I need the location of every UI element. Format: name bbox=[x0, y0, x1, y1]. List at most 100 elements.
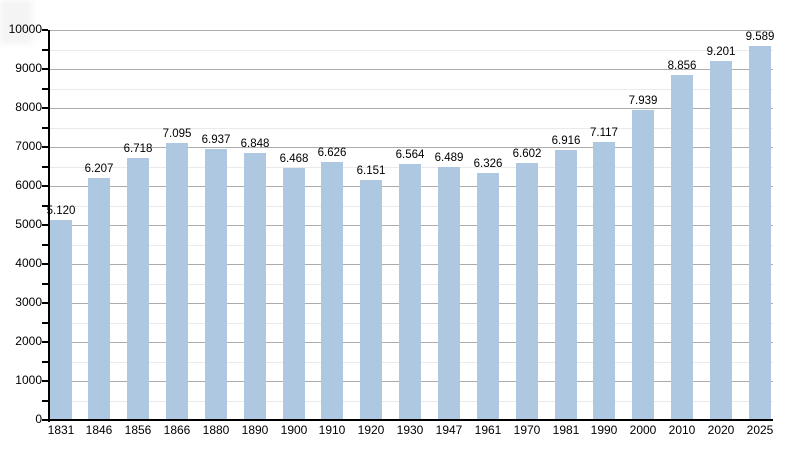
x-tick-label: 1961 bbox=[474, 423, 502, 437]
bar-value-label: 6.848 bbox=[240, 138, 270, 150]
y-tick-label: 10000 bbox=[8, 22, 42, 36]
x-tick-label: 1856 bbox=[124, 423, 152, 437]
bar bbox=[321, 162, 343, 420]
bar-value-label: 6.151 bbox=[356, 165, 386, 177]
bar bbox=[127, 158, 149, 420]
corner-artifact bbox=[0, 0, 32, 44]
y-axis-tick bbox=[42, 224, 48, 226]
bar-value-label: 7.939 bbox=[628, 95, 658, 107]
x-tick-label: 2010 bbox=[668, 423, 696, 437]
bar-value-label: 6.207 bbox=[84, 163, 114, 175]
major-gridline bbox=[48, 69, 773, 70]
y-axis-tick bbox=[42, 88, 48, 90]
x-tick-label: 1947 bbox=[435, 423, 463, 437]
y-axis-tick bbox=[42, 68, 48, 70]
bar-value-label: 6.718 bbox=[123, 143, 153, 155]
x-tick-label: 1831 bbox=[47, 423, 75, 437]
bar-value-label: 9.589 bbox=[745, 31, 775, 43]
y-axis-tick bbox=[42, 146, 48, 148]
bar-value-label: 6.626 bbox=[317, 147, 347, 159]
minor-gridline bbox=[48, 128, 773, 129]
y-axis-tick bbox=[42, 361, 48, 363]
x-tick-label: 2025 bbox=[746, 423, 774, 437]
y-axis-tick bbox=[42, 244, 48, 246]
y-tick-label: 1000 bbox=[15, 373, 42, 387]
y-axis-tick bbox=[42, 380, 48, 382]
bar bbox=[438, 167, 460, 420]
y-axis-tick bbox=[42, 127, 48, 129]
bar-value-label: 7.117 bbox=[590, 127, 618, 139]
bar-value-label: 6.916 bbox=[551, 135, 581, 147]
bar bbox=[283, 168, 305, 420]
y-axis-line bbox=[48, 30, 50, 422]
bar bbox=[360, 180, 382, 420]
bar-value-label: 7.095 bbox=[162, 128, 192, 140]
y-tick-label: 5000 bbox=[15, 217, 42, 231]
x-tick-label: 2000 bbox=[629, 423, 657, 437]
bar bbox=[632, 110, 654, 420]
y-tick-label: 0 bbox=[35, 412, 42, 426]
y-tick-label: 2000 bbox=[15, 334, 42, 348]
x-tick-label: 1981 bbox=[552, 423, 580, 437]
x-tick-label: 1930 bbox=[396, 423, 424, 437]
bar bbox=[166, 143, 188, 420]
x-tick-label: 2020 bbox=[707, 423, 735, 437]
bar bbox=[555, 150, 577, 420]
major-gridline bbox=[48, 108, 773, 109]
x-tick-label: 1920 bbox=[357, 423, 385, 437]
bar bbox=[50, 220, 72, 420]
x-tick-label: 1890 bbox=[241, 423, 269, 437]
bar-value-label: 6.937 bbox=[201, 134, 231, 146]
bar-value-label: 6.489 bbox=[434, 152, 464, 164]
bar-value-label: 8.856 bbox=[667, 60, 697, 72]
x-tick-label: 1990 bbox=[590, 423, 618, 437]
x-tick-label: 1910 bbox=[318, 423, 346, 437]
y-axis-tick bbox=[42, 419, 48, 421]
bar bbox=[710, 61, 732, 420]
bar-value-label: 6.564 bbox=[395, 149, 425, 161]
x-tick-label: 1866 bbox=[163, 423, 191, 437]
y-axis-tick bbox=[42, 107, 48, 109]
y-axis-tick bbox=[42, 341, 48, 343]
x-tick-label: 1880 bbox=[202, 423, 230, 437]
y-axis-tick bbox=[42, 400, 48, 402]
bar-value-label: 6.326 bbox=[473, 158, 503, 170]
bar bbox=[244, 153, 266, 420]
y-tick-label: 7000 bbox=[15, 139, 42, 153]
x-tick-label: 1900 bbox=[280, 423, 308, 437]
y-axis-tick bbox=[42, 49, 48, 51]
y-tick-label: 9000 bbox=[15, 61, 42, 75]
bar bbox=[749, 46, 771, 420]
bar bbox=[671, 75, 693, 420]
minor-gridline bbox=[48, 89, 773, 90]
y-axis-tick bbox=[42, 263, 48, 265]
y-axis-tick bbox=[42, 29, 48, 31]
bar bbox=[205, 149, 227, 420]
bar-value-label: 6.602 bbox=[512, 148, 542, 160]
major-gridline bbox=[48, 30, 773, 31]
bar-value-label: 5.120 bbox=[46, 205, 76, 217]
bar bbox=[477, 173, 499, 420]
x-tick-label: 1846 bbox=[85, 423, 113, 437]
y-axis-tick bbox=[42, 302, 48, 304]
y-tick-label: 6000 bbox=[15, 178, 42, 192]
y-tick-label: 4000 bbox=[15, 256, 42, 270]
bar bbox=[399, 164, 421, 420]
x-tick-label: 1970 bbox=[513, 423, 541, 437]
bar bbox=[88, 178, 110, 420]
y-axis-tick bbox=[42, 322, 48, 324]
bar bbox=[593, 142, 615, 420]
minor-gridline bbox=[48, 50, 773, 51]
x-axis-line bbox=[48, 419, 773, 421]
y-axis-tick bbox=[42, 185, 48, 187]
y-axis-tick bbox=[42, 205, 48, 207]
y-axis-tick bbox=[42, 283, 48, 285]
bar bbox=[516, 163, 538, 420]
major-gridline bbox=[48, 147, 773, 148]
y-tick-label: 8000 bbox=[15, 100, 42, 114]
bar-value-label: 9.201 bbox=[706, 46, 736, 58]
y-axis-tick bbox=[42, 166, 48, 168]
y-tick-label: 3000 bbox=[15, 295, 42, 309]
bar-value-label: 6.468 bbox=[279, 153, 309, 165]
